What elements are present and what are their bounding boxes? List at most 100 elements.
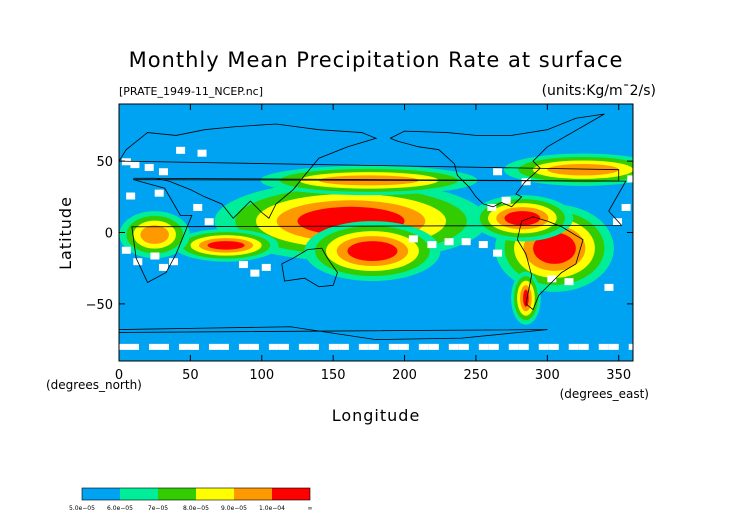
x-tick-label: 150 — [321, 368, 346, 383]
colorbar-label: ∞ — [308, 505, 313, 512]
colorbar-label: 8.0e−05 — [183, 505, 209, 512]
chart-subtitle-units: (units:Kg/m¯2/s) — [542, 83, 656, 99]
y-unit-label: (degrees_north) — [46, 378, 142, 392]
colorbar-swatch — [272, 488, 310, 500]
missing-cell — [521, 178, 531, 186]
missing-cell — [218, 343, 229, 350]
missing-cell — [128, 343, 139, 350]
missing-cell — [193, 203, 203, 211]
colorbar: 5.0e−05 6.0e−05 7e−05 8.0e−05 9.0e−05 1.0e−04… — [69, 487, 313, 512]
missing-cell — [621, 203, 631, 211]
missing-cell — [178, 343, 189, 350]
missing-cell — [508, 343, 519, 350]
missing-cell — [488, 343, 499, 350]
missing-cell — [418, 343, 429, 350]
missing-cell — [238, 343, 249, 350]
coastline — [119, 326, 548, 340]
missing-cell — [547, 275, 557, 283]
missing-cell — [408, 235, 418, 243]
missing-cell — [238, 261, 248, 269]
precip-region — [511, 271, 541, 325]
missing-cell — [176, 146, 186, 154]
missing-cell — [121, 158, 131, 166]
colorbar-label: 6.0e−05 — [107, 505, 133, 512]
missing-cell — [628, 343, 633, 350]
colorbar-label: 5.0e−05 — [69, 505, 95, 512]
y-axis-ticks: 50 0 −50 — [86, 155, 633, 313]
coastline — [281, 247, 338, 288]
missing-cell — [613, 218, 623, 226]
missing-cell — [448, 343, 459, 350]
missing-cell — [158, 263, 168, 271]
chart-title: Monthly Mean Precipitation Rate at surfa… — [129, 48, 624, 72]
precip-contour-band — [347, 241, 398, 262]
missing-cell — [604, 283, 614, 291]
coastline — [390, 113, 605, 208]
missing-cell — [487, 203, 497, 211]
x-axis-ticks: 0 50 100 150 200 250 300 350 — [115, 104, 631, 383]
missing-cell — [248, 343, 259, 350]
missing-cell — [427, 241, 437, 249]
missing-cell — [598, 343, 609, 350]
precip-contour-band — [504, 211, 541, 226]
precip-region — [119, 211, 190, 259]
precip-contour-band — [533, 232, 576, 264]
missing-cell — [168, 258, 178, 266]
missing-cell — [150, 252, 160, 260]
missing-cell — [268, 343, 279, 350]
missing-cell — [478, 241, 488, 249]
coastline — [119, 123, 620, 219]
missing-cell — [130, 161, 140, 169]
missing-cell — [627, 175, 633, 183]
missing-cell — [548, 343, 559, 350]
missing-cell — [428, 343, 439, 350]
missing-cell — [564, 278, 574, 286]
y-tick-label: 50 — [96, 155, 113, 170]
missing-cell — [119, 343, 129, 350]
colorbar-frame — [81, 487, 311, 501]
chart-subtitle-file: [PRATE_1949-11_NCEP.nc] — [119, 85, 263, 98]
colorbar-swatch — [196, 488, 234, 500]
precipitation-regions — [119, 153, 633, 325]
coastline — [131, 179, 627, 284]
colorbar-label: 9.0e−05 — [221, 505, 247, 512]
x-tick-label: 300 — [535, 368, 560, 383]
missing-cell — [388, 343, 399, 350]
missing-cell — [188, 343, 199, 350]
missing-cell — [197, 149, 207, 157]
precip-contour-band — [523, 289, 529, 307]
missing-cell — [121, 246, 131, 254]
coastlines — [119, 113, 627, 340]
coastline — [516, 216, 584, 311]
missing-cell — [478, 343, 489, 350]
missing-cell — [308, 343, 319, 350]
precip-contour-band — [547, 163, 619, 176]
precip-region — [471, 195, 574, 242]
missing-cell — [250, 269, 260, 277]
x-tick-label: 250 — [464, 368, 489, 383]
missing-cell — [398, 343, 409, 350]
precip-region — [503, 153, 633, 186]
colorbar-swatch — [82, 488, 120, 500]
missing-cell — [568, 343, 579, 350]
missing-cell — [154, 189, 164, 197]
missing-cell — [338, 343, 349, 350]
x-axis-label: Longitude — [332, 406, 421, 425]
colorbar-swatch — [120, 488, 158, 500]
missing-cell — [501, 196, 511, 204]
missing-cell — [358, 343, 369, 350]
x-tick-label: 200 — [392, 368, 417, 383]
missing-cell — [158, 343, 169, 350]
y-tick-label: −50 — [86, 298, 113, 313]
precip-contour-band — [207, 241, 245, 250]
missing-cell — [444, 238, 454, 246]
precip-region — [304, 221, 441, 282]
missing-cell — [148, 343, 159, 350]
plot-area — [118, 103, 634, 362]
missing-cell — [493, 249, 503, 257]
missing-cell — [461, 238, 471, 246]
missing-cell — [144, 163, 154, 171]
missing-cell — [278, 343, 289, 350]
missing-cell — [261, 263, 271, 271]
